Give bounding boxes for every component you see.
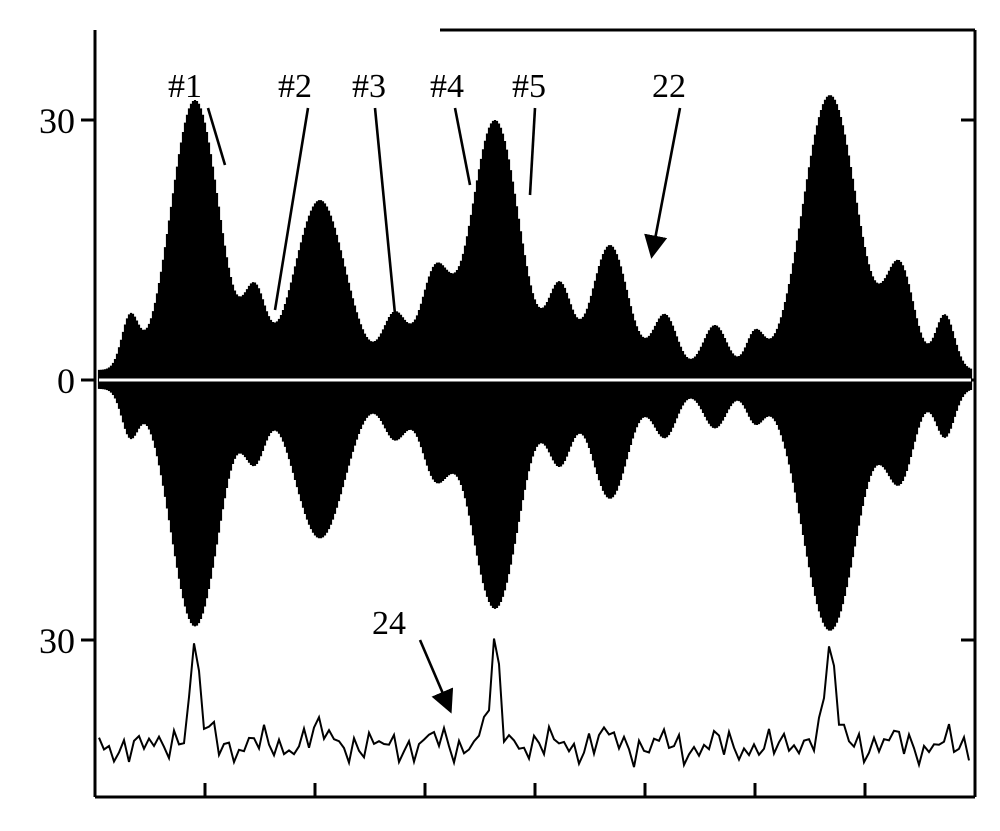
y-tick-label: 0	[57, 360, 75, 402]
annotation-label: 22	[652, 68, 686, 106]
waveform-group	[99, 95, 971, 630]
y-tick-label: 30	[39, 100, 75, 142]
annotation-label: #5	[512, 68, 546, 106]
annotation-label: 24	[372, 605, 406, 643]
figure-stage: 30 0 30 #1 #2 #3 #4 #5 22 24	[0, 0, 1000, 831]
annotation-label: #4	[430, 68, 464, 106]
y-tick-label: 30	[39, 620, 75, 662]
annotation-label: #3	[352, 68, 386, 106]
lower-trace	[99, 639, 969, 768]
figure-svg	[0, 0, 1000, 831]
annotation-label: #1	[168, 68, 202, 106]
annotation-label: #2	[278, 68, 312, 106]
